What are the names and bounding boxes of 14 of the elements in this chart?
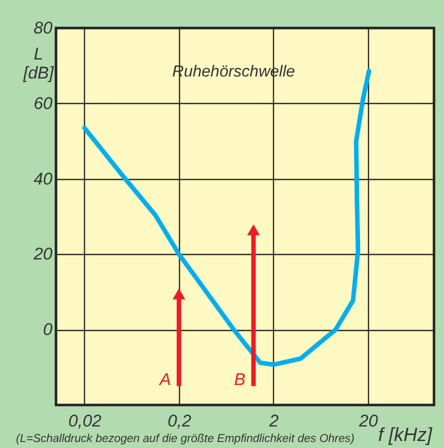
- x-tick-label: 20: [358, 412, 378, 430]
- y-tick-label: 80: [34, 18, 54, 38]
- y-tick-label: 40: [34, 169, 54, 188]
- x-axis-title: f [kHz]: [378, 425, 433, 446]
- y-tick-label: 60: [34, 94, 54, 113]
- y-tick-label: 20: [32, 244, 54, 264]
- text: (L=Schalldruck bezogen auf die größte Empfindlichkeit des Ohres): [16, 433, 355, 445]
- annotation: A: [158, 370, 171, 390]
- y-tick-label: 0: [43, 320, 54, 340]
- y-axis-title: L [dB]: [22, 44, 55, 82]
- x-tick-label: 2: [268, 412, 280, 430]
- x-tick-label: 0,2: [168, 412, 192, 430]
- annotation: B: [234, 370, 246, 390]
- x-tick-label: 0,02: [68, 412, 102, 430]
